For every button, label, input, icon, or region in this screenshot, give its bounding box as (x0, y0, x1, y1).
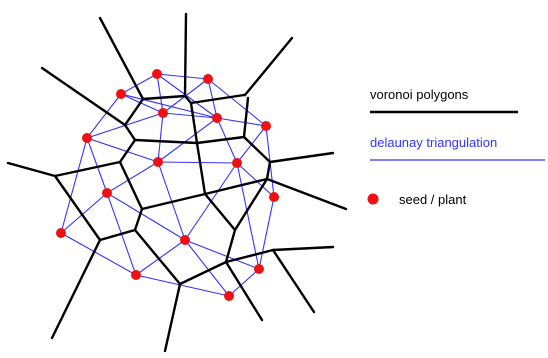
delaunay-edge (236, 162, 260, 270)
voronoi-edge (224, 260, 264, 322)
seed-point (82, 133, 92, 143)
delaunay-edge (156, 73, 164, 114)
voronoi-edge (118, 138, 137, 164)
voronoi-edge (265, 177, 348, 211)
delaunay-edge (236, 162, 275, 198)
voronoi-edge (268, 151, 335, 164)
voronoi-edge (195, 141, 207, 196)
voronoi-edge (271, 248, 316, 314)
legend-seed-dot (367, 193, 379, 205)
voronoi-edge (243, 36, 294, 97)
seed-point (261, 121, 271, 131)
delaunay-edge (162, 112, 218, 119)
delaunay-edge (60, 192, 108, 234)
seed-point (232, 158, 242, 168)
voronoi-edge (140, 192, 207, 211)
voronoi-edge (271, 245, 335, 252)
seed-point (152, 69, 162, 79)
voronoi-edge (189, 101, 199, 145)
delaunay-edge (135, 274, 230, 297)
voronoi-edge (265, 160, 272, 181)
seed-point (56, 228, 66, 238)
seed-point (269, 192, 279, 202)
seed-point (203, 74, 213, 84)
seed-points (56, 69, 279, 301)
voronoi-edge (233, 177, 269, 232)
voronoi-edge (53, 160, 122, 178)
delaunay-edge (60, 232, 137, 276)
voronoi-edge (133, 228, 182, 286)
voronoi-edge (118, 160, 144, 211)
voronoi-edge (242, 96, 250, 139)
voronoi-edge (224, 228, 237, 264)
seed-point (153, 157, 163, 167)
delaunay-edge (207, 78, 218, 119)
delaunay-edge (157, 112, 164, 163)
voronoi-edge (98, 16, 145, 101)
voronoi-edge (203, 177, 269, 196)
voronoi-edge (98, 228, 137, 242)
legend-voronoi-label: voronoi polygons (370, 87, 469, 102)
delaunay-edge (120, 93, 218, 119)
seed-point (158, 108, 168, 118)
voronoi-edge (133, 138, 199, 145)
delaunay-edge (216, 117, 267, 127)
delaunay-edge (120, 93, 164, 114)
voronoi-edge (53, 174, 102, 242)
seed-point (212, 113, 222, 123)
delaunay-edge (135, 239, 186, 276)
delaunay-edge (106, 161, 159, 194)
delaunay-edge (184, 239, 230, 297)
delaunay-edge (86, 93, 122, 139)
voronoi-edge (178, 260, 228, 286)
legend: voronoi polygons delaunay triangulation … (367, 87, 545, 207)
voronoi-edge (123, 97, 145, 127)
delaunay-edge (120, 73, 158, 95)
voronoi-edge (203, 192, 237, 232)
delaunay-edge (156, 73, 209, 80)
delaunay-edge (216, 117, 238, 164)
delaunay-edge (228, 268, 260, 297)
legend-delaunay-label: delaunay triangulation (370, 135, 497, 150)
voronoi-edge (224, 248, 275, 264)
delaunay-edge (157, 161, 238, 164)
seed-point (180, 235, 190, 245)
seed-point (102, 188, 112, 198)
seed-point (116, 89, 126, 99)
delaunay-edge (86, 137, 108, 194)
voronoi-edge (183, 94, 193, 105)
voronoi-edge (40, 66, 127, 127)
voronoi-edge (141, 94, 187, 101)
voronoi-edge (183, 12, 188, 98)
delaunay-edge (156, 73, 218, 119)
voronoi-edge (189, 93, 246, 105)
delaunay-edge (184, 239, 260, 270)
voronoi-edge (242, 135, 272, 164)
delaunay-edge (207, 78, 267, 127)
delaunay-edge (157, 117, 218, 163)
voronoi-polygons (6, 12, 348, 353)
delaunay-triangulation (60, 73, 275, 297)
voronoi-edge (195, 135, 246, 145)
seed-point (131, 270, 141, 280)
legend-seed-label: seed / plant (399, 192, 467, 207)
seed-point (224, 291, 234, 301)
delaunay-edge (86, 137, 159, 163)
delaunay-edge (258, 196, 275, 270)
voronoi-edge (163, 282, 182, 353)
seed-point (254, 264, 264, 274)
voronoi-edge (123, 123, 137, 142)
voronoi-edge (133, 207, 144, 232)
voronoi-edge (6, 161, 57, 178)
voronoi-edge (50, 238, 102, 340)
delaunay-edge (106, 192, 186, 241)
delaunay-edge (60, 137, 88, 234)
